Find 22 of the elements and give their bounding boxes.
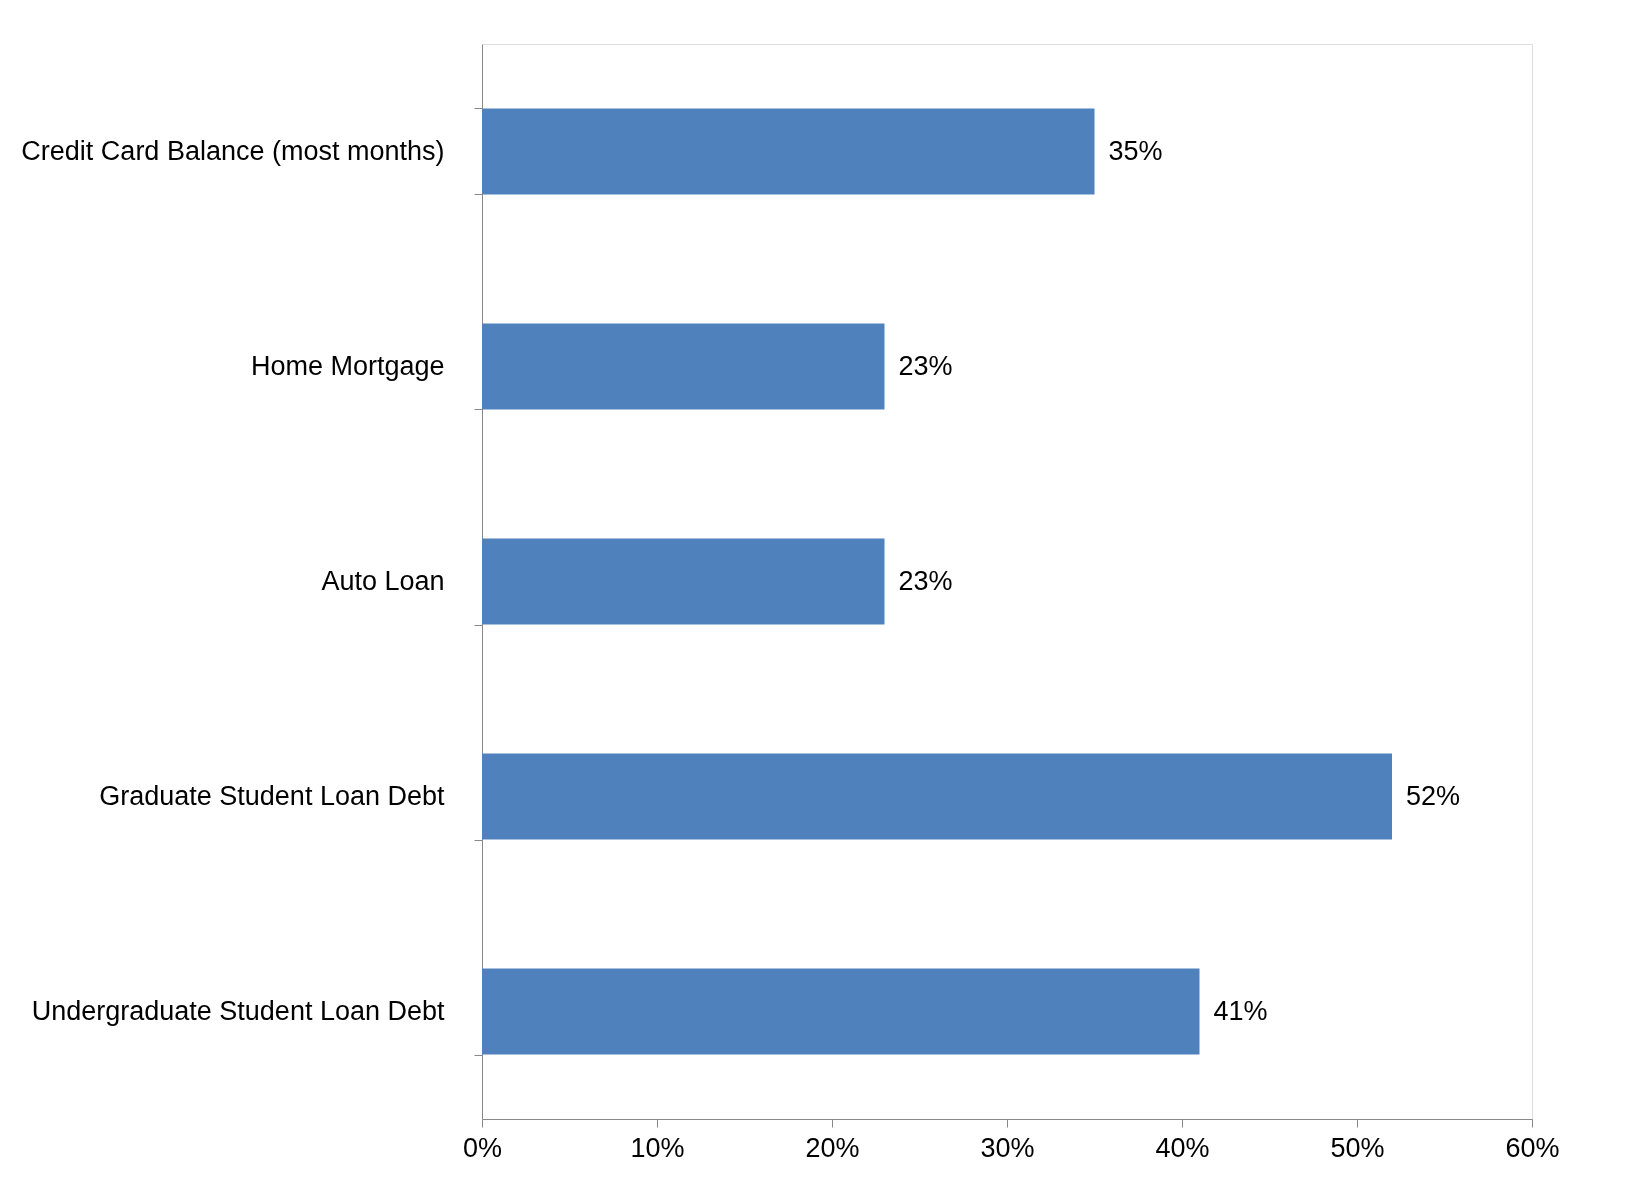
data-label: 52% (1406, 780, 1461, 811)
data-label: 23% (898, 565, 953, 596)
y-tick-label: Auto Loan (321, 566, 445, 596)
x-tick-label: 10% (630, 1132, 685, 1163)
bar (482, 968, 1200, 1055)
y-tick-label: Home Mortgage (250, 351, 445, 381)
data-label: 35% (1108, 135, 1163, 166)
y-tick-label: Undergraduate Student Loan Debt (31, 996, 445, 1026)
x-tick-label: 60% (1505, 1132, 1560, 1163)
bar (482, 323, 885, 410)
x-tick-label: 40% (1155, 1132, 1210, 1163)
x-tick-label: 0% (462, 1132, 503, 1163)
y-tick-label: Graduate Student Loan Debt (99, 781, 445, 811)
x-tick-label: 30% (980, 1132, 1035, 1163)
bar (482, 538, 885, 625)
x-tick-label: 50% (1330, 1132, 1385, 1163)
x-tick-label: 20% (805, 1132, 860, 1163)
bar (482, 108, 1095, 195)
bar (482, 753, 1392, 840)
y-tick-label: Credit Card Balance (most months) (21, 136, 445, 166)
data-label: 41% (1213, 995, 1268, 1026)
data-label: 23% (898, 350, 953, 381)
